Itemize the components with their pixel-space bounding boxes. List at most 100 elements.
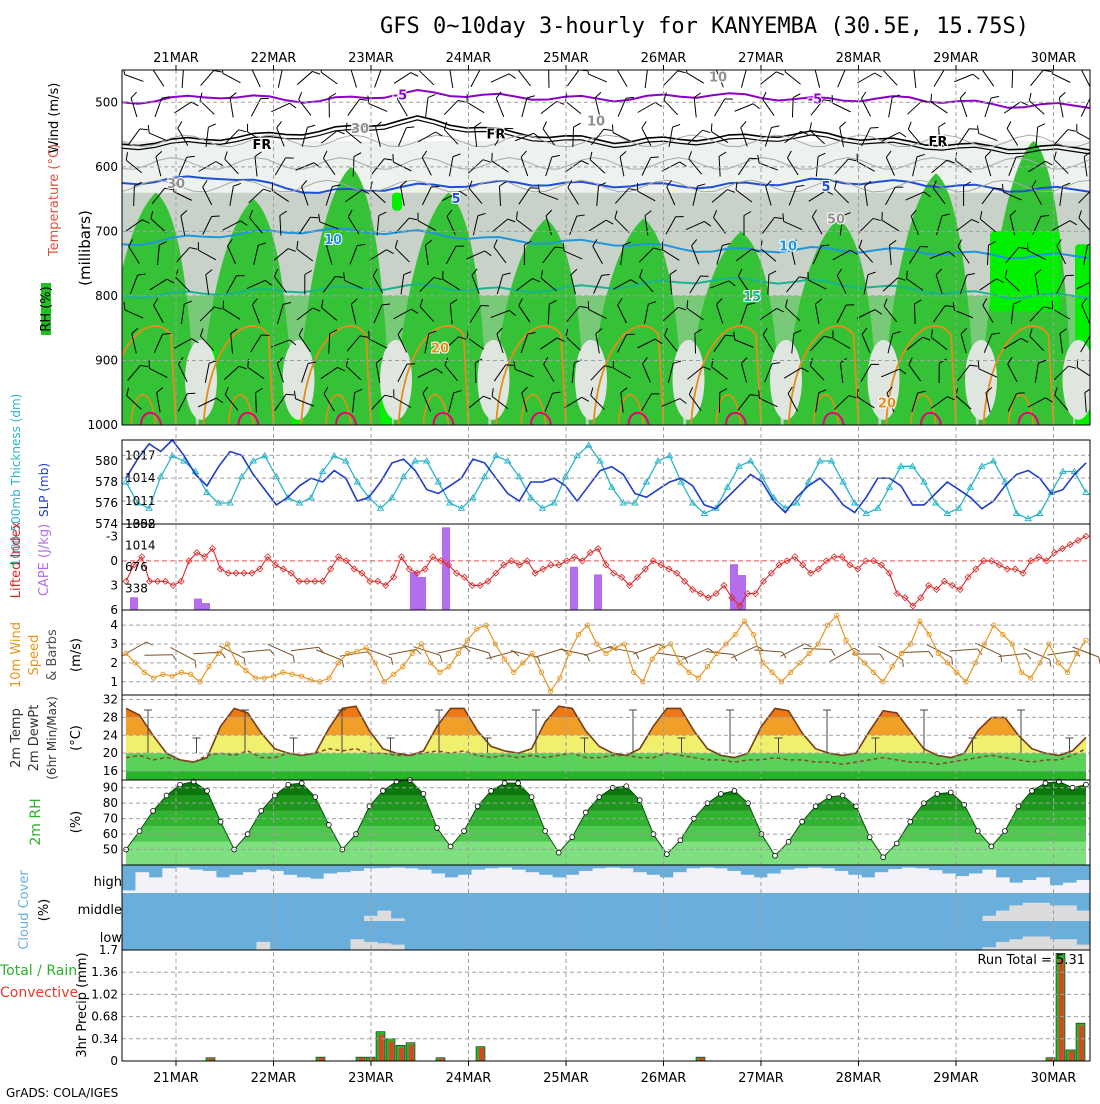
cloud-high-bar xyxy=(902,868,916,893)
wind10-barb-staff xyxy=(1047,651,1075,655)
temp-tick-28: 28 xyxy=(103,710,118,724)
wind10-barb-staff xyxy=(682,649,708,660)
rh-bright-5 xyxy=(990,231,1060,311)
precip-convective-bar xyxy=(1079,1025,1084,1061)
lifted-index-label: Lifted Index xyxy=(9,521,24,598)
wind-barb-staff xyxy=(1012,68,1013,88)
wind10-unit: (m/s) xyxy=(69,638,84,672)
rh-point xyxy=(205,788,210,793)
temp-bands xyxy=(122,695,1090,780)
rh-dry-pocket-0 xyxy=(185,340,217,420)
wind10-barb xyxy=(122,640,153,661)
contour-label: 20 xyxy=(431,342,449,357)
precip-convective-bar xyxy=(399,1048,404,1061)
cloud-low-bar xyxy=(1077,945,1091,950)
rh-point xyxy=(1084,782,1089,787)
wind10-barb-flag xyxy=(880,654,884,660)
wind-barb-flag xyxy=(1079,62,1087,69)
cape-bar xyxy=(570,567,578,610)
cloud-high-bar xyxy=(135,872,149,893)
rh-point xyxy=(313,795,318,800)
wind10-barb xyxy=(901,651,933,658)
date-bottom-28MAR: 28MAR xyxy=(836,1071,882,1086)
cape-bar xyxy=(130,597,138,610)
rh-point xyxy=(421,792,426,797)
cloud-high-bar xyxy=(808,868,822,893)
cloud-high-bar xyxy=(351,871,365,893)
precip-tick-1.02: 1.02 xyxy=(91,987,118,1001)
contour-label: 5 xyxy=(821,180,830,195)
cloud-high-bar xyxy=(593,868,607,893)
cloud-low-bar xyxy=(1036,937,1050,951)
wind10-barb-flag xyxy=(340,660,346,667)
contour-label: FR xyxy=(929,135,948,150)
wind-barb-staff xyxy=(914,304,915,324)
contour-label: 30 xyxy=(351,122,369,137)
rh-point xyxy=(1043,781,1048,786)
rh-label: RH (%) xyxy=(39,286,54,331)
wind10-barb-flag xyxy=(929,651,933,657)
cape-bar xyxy=(418,577,426,610)
cape-tick-676: 676 xyxy=(125,560,148,574)
cloud-high-bar xyxy=(297,877,311,893)
wind10-barb-staff xyxy=(975,643,1000,655)
rh-point xyxy=(489,788,494,793)
wind10-barb-flag xyxy=(487,653,492,660)
cloud-high-bar xyxy=(969,874,983,894)
rh-point xyxy=(556,850,561,855)
date-bottom-21MAR: 21MAR xyxy=(153,1071,199,1086)
rh-point xyxy=(435,826,440,831)
cloud-middle-bar xyxy=(982,916,996,921)
cloud-high-bar xyxy=(1050,885,1064,893)
date-bottom-25MAR: 25MAR xyxy=(543,1071,589,1086)
date-top-24MAR: 24MAR xyxy=(446,51,492,66)
pressure-tick-700: 700 xyxy=(95,224,118,238)
cloud-high-bar xyxy=(552,877,566,893)
cloud-high-bar xyxy=(700,868,714,893)
wind-barb-flag xyxy=(1090,95,1098,102)
cloud-high-bar xyxy=(673,872,687,893)
wind-barb-flag xyxy=(615,62,623,69)
thickness-tick-580: 580 xyxy=(95,454,118,468)
wind10-barb-staff xyxy=(242,650,270,652)
wind10-barb-staff xyxy=(170,647,195,660)
date-bottom-26MAR: 26MAR xyxy=(641,1071,687,1086)
cloud-high-bar xyxy=(431,874,445,894)
rh-point xyxy=(1030,788,1035,793)
cloud-high-bar xyxy=(498,868,512,893)
wind10-barb-staff xyxy=(560,649,587,655)
rh-point xyxy=(502,781,507,786)
wind10-barb-flag xyxy=(586,655,591,662)
rh-point xyxy=(732,788,737,793)
precip-tick-0: 0 xyxy=(110,1054,118,1068)
temp-tick-16: 16 xyxy=(103,764,118,778)
cloud-high-bar xyxy=(122,890,136,893)
wind-barb-flag xyxy=(516,63,524,70)
date-top-30MAR: 30MAR xyxy=(1031,51,1077,66)
wind10-barb-flag xyxy=(291,656,297,663)
wind10-barb-flag xyxy=(389,658,395,665)
wind-tick-1: 1 xyxy=(110,675,118,689)
date-top-26MAR: 26MAR xyxy=(641,51,687,66)
cape-label: CAPE (J/kg) xyxy=(37,524,52,596)
wind10-barb-staff xyxy=(901,652,929,653)
cloud-high-bar xyxy=(566,875,580,893)
cloud-high-bar xyxy=(310,879,324,893)
cloud-high-bar xyxy=(1036,877,1050,893)
cloud-lane-middle xyxy=(122,893,1090,921)
cape-tick-1014: 1014 xyxy=(125,539,156,553)
cloud-high-bar xyxy=(525,872,539,893)
cape-bar xyxy=(594,574,602,610)
wind10-label-3: & Barbs xyxy=(45,629,60,681)
cloud-high-bar xyxy=(848,875,862,893)
rh-point xyxy=(137,829,142,834)
wind10-barb-flag xyxy=(416,649,421,656)
date-bottom-30MAR: 30MAR xyxy=(1031,1071,1077,1086)
cloud-high-bar xyxy=(942,874,956,894)
cloud-low-bar xyxy=(1023,937,1037,951)
rh-point xyxy=(664,852,669,857)
wind10-barb-staff xyxy=(462,645,489,653)
cloud-high-bar xyxy=(606,868,620,893)
contour-label: -5 xyxy=(393,89,407,104)
